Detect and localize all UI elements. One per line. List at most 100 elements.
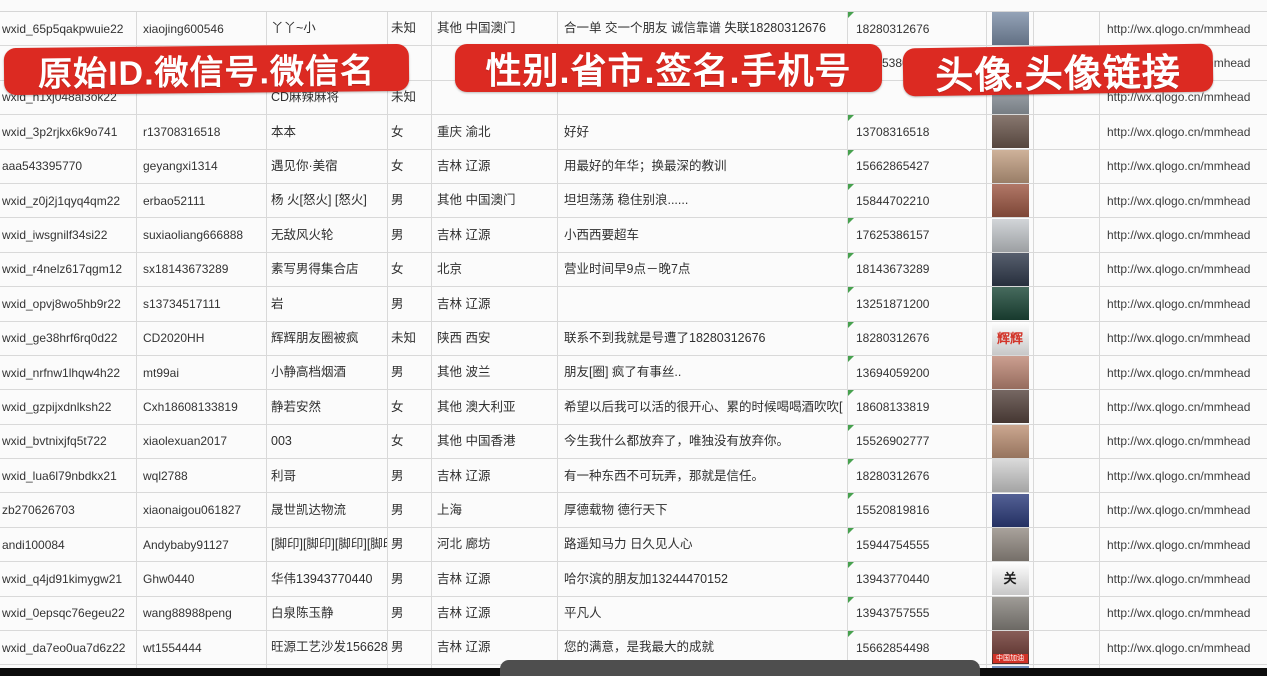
cell-region[interactable]: 吉林 辽源 — [432, 218, 558, 253]
cell-avatar-link[interactable]: http://wx.qlogo.cn/mmhead — [1100, 528, 1267, 563]
cell-avatar[interactable]: 辉辉 — [987, 321, 1034, 356]
cell-original-id[interactable]: andi100084 — [0, 527, 137, 563]
cell-wechat-name[interactable]: 静若安然 — [267, 390, 388, 425]
cell-avatar-link[interactable]: http://wx.qlogo.cn/mmhead — [1100, 597, 1267, 632]
cell-gender[interactable]: 男 — [388, 562, 432, 597]
cell-empty[interactable] — [1034, 527, 1100, 563]
cell-region[interactable]: 上海 — [432, 493, 558, 528]
cell-gender[interactable]: 女 — [388, 115, 432, 150]
cell-wechat-account[interactable]: wt1554444 — [137, 631, 267, 666]
cell-avatar[interactable] — [987, 459, 1034, 494]
cell-signature[interactable]: 坦坦荡荡 稳住别浪...... — [558, 183, 848, 219]
cell-avatar[interactable] — [987, 218, 1034, 253]
cell-wechat-name[interactable]: 晟世凯达物流 — [267, 493, 388, 528]
cell-avatar-link[interactable]: http://wx.qlogo.cn/mmhead — [1100, 493, 1267, 528]
cell-gender[interactable]: 未知 — [388, 12, 432, 47]
cell-empty[interactable] — [1034, 562, 1100, 597]
cell-wechat-account[interactable] — [137, 80, 267, 116]
cell-wechat-name[interactable]: 本本 — [267, 115, 388, 150]
cell-gender[interactable]: 女 — [388, 149, 432, 184]
cell-wechat-name[interactable]: 华伟13943770440 — [267, 562, 388, 597]
cell-wechat-account[interactable]: erbao52111 — [137, 183, 267, 219]
cell-original-id[interactable]: wxid_65p5qakpwuie22 — [0, 12, 137, 47]
cell-avatar-link[interactable]: http://wx.qlogo.cn/mmhead — [1100, 150, 1267, 184]
cell-signature[interactable] — [558, 287, 848, 322]
cell-wechat-name[interactable]: 白泉陈玉静 — [267, 596, 388, 632]
cell-avatar-link[interactable]: http://wx.qlogo.cn/mmhead — [1100, 184, 1267, 219]
cell-phone[interactable]: 13943757555 — [848, 596, 987, 632]
cell-wechat-name[interactable]: 岩 — [267, 287, 388, 322]
cell-phone[interactable]: 13251871200 — [848, 287, 987, 322]
cell-avatar-link[interactable]: http://wx.qlogo.cn/mmhead — [1100, 253, 1267, 288]
cell-avatar[interactable]: 关 — [987, 562, 1034, 597]
cell-avatar[interactable] — [987, 493, 1034, 528]
cell-region[interactable]: 吉林 辽源 — [432, 631, 558, 666]
cell-signature[interactable]: 希望以后我可以活的很开心、累的时候喝喝酒吹吹[ — [558, 390, 848, 425]
cell-region[interactable]: 北京 — [432, 252, 558, 288]
cell-wechat-account[interactable]: wql2788 — [137, 459, 267, 494]
cell-original-id[interactable]: wxid_nrfnw1lhqw4h22 — [0, 355, 137, 391]
cell-wechat-name[interactable]: 旺源工艺沙发15662854 — [267, 631, 388, 666]
cell-region[interactable]: 吉林 辽源 — [432, 562, 558, 597]
cell-gender[interactable]: 未知 — [388, 321, 432, 356]
cell-signature[interactable]: 好好 — [558, 115, 848, 150]
cell-wechat-account[interactable]: Ghw0440 — [137, 562, 267, 597]
cell-avatar-link[interactable]: http://wx.qlogo.cn/mmhead — [1100, 390, 1267, 425]
cell-region[interactable]: 吉林 辽源 — [432, 596, 558, 632]
cell-original-id[interactable]: wxid_ge38hrf6rq0d22 — [0, 321, 137, 356]
cell-wechat-account[interactable]: r13708316518 — [137, 115, 267, 150]
cell-avatar[interactable] — [987, 183, 1034, 219]
cell-original-id[interactable]: zb270626703 — [0, 493, 137, 528]
cell-avatar[interactable] — [987, 390, 1034, 425]
cell-gender[interactable]: 女 — [388, 252, 432, 288]
cell-gender[interactable]: 未知 — [388, 80, 432, 116]
cell-gender[interactable]: 女 — [388, 390, 432, 425]
cell-wechat-name[interactable]: 利哥 — [267, 459, 388, 494]
cell-signature[interactable]: 哈尔滨的朋友加13244470152 — [558, 562, 848, 597]
cell-avatar-link[interactable]: http://wx.qlogo.cn/mmhead — [1100, 218, 1267, 253]
cell-avatar-link[interactable]: http://wx.qlogo.cn/mmhead — [1100, 322, 1267, 356]
cell-region[interactable]: 陕西 西安 — [432, 321, 558, 356]
cell-empty[interactable] — [1034, 80, 1100, 116]
cell-avatar[interactable] — [987, 12, 1034, 47]
cell-original-id[interactable]: wxid_bvtnixjfq5t722 — [0, 424, 137, 460]
cell-gender[interactable]: 男 — [388, 527, 432, 563]
cell-region[interactable]: 其他 中国香港 — [432, 424, 558, 460]
cell-wechat-account[interactable]: s13734517111 — [137, 287, 267, 322]
cell-region[interactable]: 吉林 辽源 — [432, 459, 558, 494]
cell-wechat-name[interactable]: 丫丫~小 — [267, 12, 388, 47]
cell-gender[interactable]: 男 — [388, 355, 432, 391]
cell-avatar-link[interactable]: http://wx.qlogo.cn/mmhead — [1100, 425, 1267, 460]
cell-phone[interactable]: 18280312676 — [848, 459, 987, 494]
cell-avatar-link[interactable]: http://wx.qlogo.cn/mmhead — [1100, 356, 1267, 391]
bottom-scroll-handle[interactable] — [500, 660, 980, 676]
cell-wechat-account[interactable]: wang88988peng — [137, 596, 267, 632]
cell-signature[interactable]: 今生我什么都放弃了，唯独没有放弃你。 — [558, 424, 848, 460]
cell-phone[interactable]: 18608133819 — [848, 390, 987, 425]
cell-wechat-account[interactable]: geyangxi1314 — [137, 149, 267, 184]
cell-signature[interactable]: 联系不到我就是号遭了18280312676 — [558, 321, 848, 356]
cell-wechat-name[interactable]: [脚印][脚印][脚印][脚印 — [267, 527, 388, 563]
cell-original-id[interactable]: wxid_0epsqc76egeu22 — [0, 596, 137, 632]
cell-region[interactable]: 其他 澳大利亚 — [432, 390, 558, 425]
cell-avatar[interactable] — [987, 596, 1034, 632]
cell-signature[interactable]: 朋友[圈] 疯了有事丝.. — [558, 355, 848, 391]
cell-phone[interactable]: 13708316518 — [848, 115, 987, 150]
cell-avatar-link[interactable]: http://wx.qlogo.cn/mmhead — [1100, 81, 1267, 116]
cell-region[interactable]: 其他 中国澳门 — [432, 183, 558, 219]
cell-empty[interactable] — [1034, 459, 1100, 494]
cell-wechat-account[interactable]: mt99ai — [137, 355, 267, 391]
cell-phone[interactable]: 15526902777 — [848, 424, 987, 460]
cell-signature[interactable]: 路遥知马力 日久见人心 — [558, 527, 848, 563]
cell-gender[interactable]: 男 — [388, 183, 432, 219]
cell-gender[interactable]: 男 — [388, 459, 432, 494]
cell-original-id[interactable]: wxid_z0j2j1qyq4qm22 — [0, 183, 137, 219]
cell-wechat-account[interactable]: xiaojing600546 — [137, 12, 267, 47]
cell-gender[interactable]: 女 — [388, 424, 432, 460]
cell-phone[interactable]: 15944754555 — [848, 527, 987, 563]
cell-empty[interactable] — [1034, 424, 1100, 460]
cell-phone[interactable]: 18280312676 — [848, 12, 987, 47]
cell-phone[interactable]: 13943770440 — [848, 562, 987, 597]
cell-avatar-link[interactable]: http://wx.qlogo.cn/mmhead — [1100, 459, 1267, 494]
cell-avatar[interactable]: 中国加油 — [987, 631, 1034, 666]
